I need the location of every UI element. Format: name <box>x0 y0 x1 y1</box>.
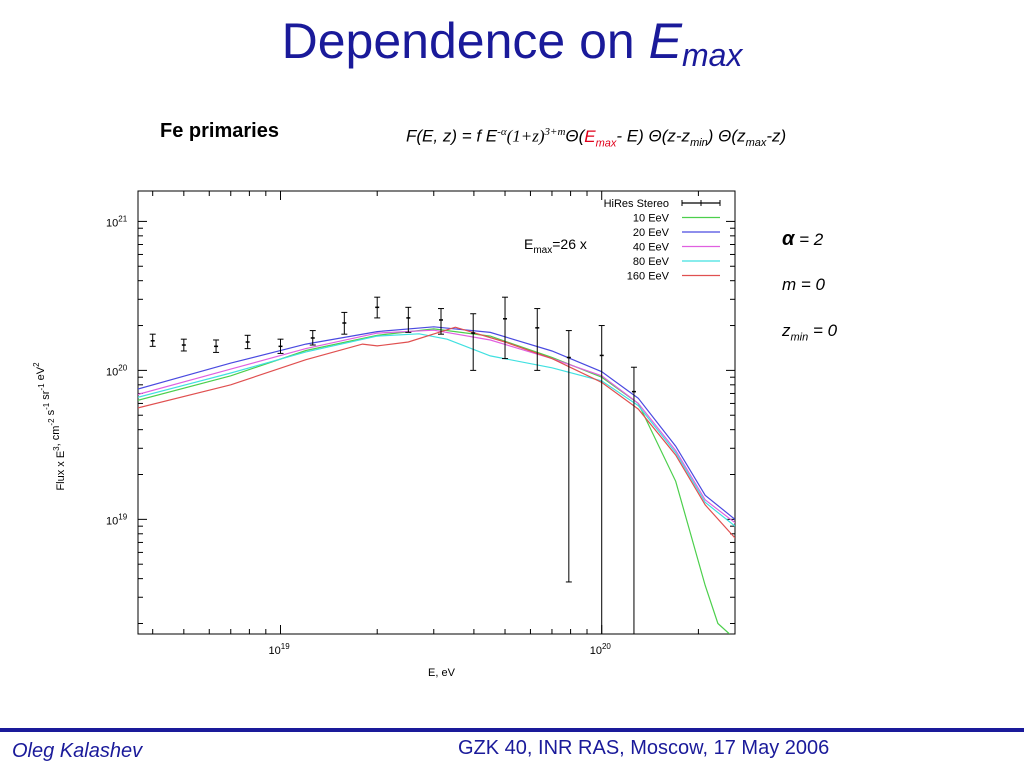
formula-part: ) Θ(z <box>707 126 746 146</box>
formula-emax-var: E <box>584 126 596 146</box>
plot-frame <box>137 190 736 635</box>
formula: F(E, z) = f E-α(1+z)3+mΘ(Emax- E) Θ(z-zm… <box>406 126 786 149</box>
series-line-80-eev <box>138 333 735 527</box>
legend-label: HiRes Stereo <box>604 198 669 210</box>
formula-part: F(E, z) = f E <box>406 126 498 146</box>
formula-part: - E) Θ(z-z <box>616 126 691 146</box>
formula-part: (1+z) <box>506 126 545 146</box>
y-axis-label: Flux x E3, cm-2 s-1 sr-1 eV2 <box>32 362 67 491</box>
series-line-40-eev <box>138 329 735 524</box>
formula-sub: max <box>745 137 767 150</box>
formula-sup: -α <box>497 126 507 138</box>
formula-emax: Emax <box>584 126 617 150</box>
legend-label: 160 EeV <box>627 271 670 283</box>
param-zmin: zmin = 0 <box>782 321 837 343</box>
footer-event: GZK 40, INR RAS, Moscow, 17 May 2006 <box>458 737 830 759</box>
alpha-symbol: α <box>782 228 795 250</box>
y-tick-label: 1021 <box>106 214 128 229</box>
formula-part: Θ( <box>565 126 585 146</box>
zmin-sub: min <box>790 331 809 344</box>
y-tick-label: 1020 <box>106 363 128 378</box>
param-m: m = 0 <box>782 275 825 294</box>
title-text: Dependence on <box>281 13 649 69</box>
legend-label: 10 EeV <box>633 213 670 225</box>
alpha-value: = 2 <box>794 230 824 249</box>
legend-label: 40 EeV <box>633 242 670 254</box>
zmin-var: z <box>782 321 791 340</box>
series-line-10-eev <box>138 328 730 634</box>
legend-label: 80 EeV <box>633 256 670 268</box>
flux-chart: 1019 1020 1019 1020 1021 E, eV Flux x E3, cm-2… <box>32 190 736 679</box>
series-line-160-eev <box>138 326 735 539</box>
chart-annotation: Emax=26 x <box>524 236 587 256</box>
formula-emax-sub: max <box>595 137 617 150</box>
title-sub: max <box>681 37 743 73</box>
formula-sup: 3+m <box>544 126 566 138</box>
param-alpha: α = 2 <box>782 228 823 251</box>
y-tick-label: 1019 <box>106 512 128 527</box>
x-tick-label: 1020 <box>590 642 612 657</box>
legend-label: 20 EeV <box>633 227 670 239</box>
x-axis-label: E, eV <box>428 667 456 679</box>
series-line-20-eev <box>138 326 735 520</box>
title-var: E <box>648 13 682 69</box>
footer-author: Oleg Kalashev <box>12 740 143 762</box>
title-emax: Emax <box>648 13 743 73</box>
subtitle: Fe primaries <box>160 120 279 142</box>
footer-divider <box>0 728 1024 732</box>
formula-sub: min <box>690 137 708 150</box>
zmin-value: = 0 <box>808 321 838 340</box>
x-tick-label: 1019 <box>269 642 291 657</box>
slide-title: Dependence on Emax <box>0 6 1024 90</box>
formula-part: -z) <box>766 126 787 146</box>
